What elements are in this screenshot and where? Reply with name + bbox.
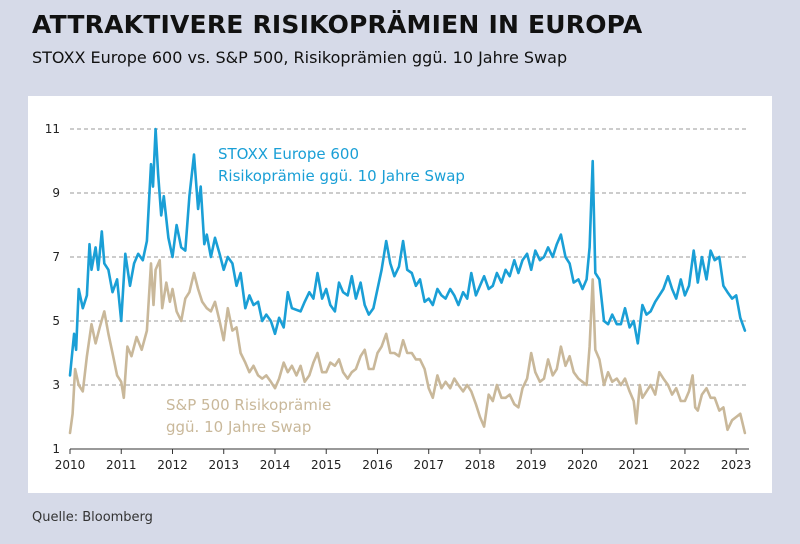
y-tick-5: 5	[52, 314, 60, 328]
x-tick-2013: 2013	[208, 458, 239, 472]
y-tick-1: 1	[52, 442, 60, 456]
y-tick-7: 7	[52, 250, 60, 264]
x-tick-2014: 2014	[260, 458, 291, 472]
x-tick-2010: 2010	[55, 458, 86, 472]
page-title: ATTRAKTIVERE RISIKOPRÄMIEN IN EUROPA	[32, 10, 643, 39]
source-note: Quelle: Bloomberg	[32, 510, 153, 525]
y-tick-11: 11	[45, 122, 60, 136]
sp-series-line	[68, 258, 747, 435]
x-tick-2017: 2017	[413, 458, 444, 472]
stoxx-annotation-line2: Risikoprämie ggü. 10 Jahre Swap	[218, 167, 465, 185]
x-tick-2012: 2012	[157, 458, 188, 472]
line-chart: 1 3 5 7 9 11 2010 2011 2012 2013 2014 2015 2016 2017…	[45, 122, 752, 472]
series-lines	[68, 127, 747, 435]
x-tick-2021: 2021	[618, 458, 649, 472]
sp-annotation-line2: ggü. 10 Jahre Swap	[166, 418, 311, 436]
grid-lines	[70, 128, 749, 386]
x-tick-2016: 2016	[362, 458, 393, 472]
x-tick-2019: 2019	[516, 458, 547, 472]
x-tick-2022: 2022	[670, 458, 701, 472]
x-axis: 2010 2011 2012 2013 2014 2015 2016 2017 2018 2019…	[55, 448, 752, 472]
y-tick-9: 9	[52, 186, 60, 200]
chart-panel: 1 3 5 7 9 11 2010 2011 2012 2013 2014 2015 2016 2017…	[28, 96, 772, 493]
x-tick-2018: 2018	[465, 458, 496, 472]
x-tick-2011: 2011	[106, 458, 137, 472]
y-tick-3: 3	[52, 378, 60, 392]
x-tick-2015: 2015	[311, 458, 342, 472]
stoxx-series-line	[68, 127, 747, 377]
x-tick-2020: 2020	[567, 458, 598, 472]
stoxx-annotation-line1: STOXX Europe 600	[218, 145, 359, 163]
y-axis-ticks: 1 3 5 7 9 11	[45, 122, 60, 456]
x-tick-2023: 2023	[721, 458, 752, 472]
sp-annotation-line1: S&P 500 Risikoprämie	[166, 396, 331, 414]
page-subtitle: STOXX Europe 600 vs. S&P 500, Risikopräm…	[32, 48, 568, 67]
